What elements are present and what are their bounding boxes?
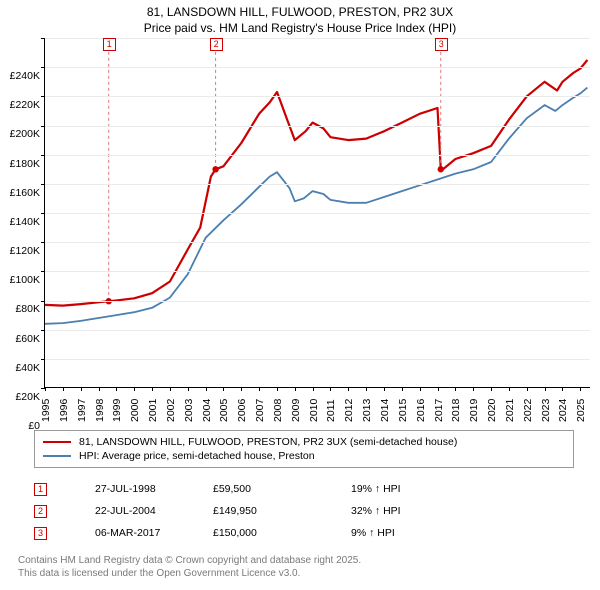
y-axis-label: £40K xyxy=(0,362,40,374)
chart-marker-1: 1 xyxy=(103,38,116,51)
event-marker-icon: 1 xyxy=(34,483,47,496)
legend: 81, LANSDOWN HILL, FULWOOD, PRESTON, PR2… xyxy=(34,430,574,468)
event-price: £150,000 xyxy=(213,527,343,539)
event-price: £59,500 xyxy=(213,483,343,495)
y-axis-label: £160K xyxy=(0,187,40,199)
footer-line-1: Contains HM Land Registry data © Crown c… xyxy=(18,554,361,567)
y-axis-label: £140K xyxy=(0,216,40,228)
y-axis-label: £60K xyxy=(0,333,40,345)
legend-item: HPI: Average price, semi-detached house,… xyxy=(43,449,565,463)
chart: 123 £0£20K£40K£60K£80K£100K£120K£140K£16… xyxy=(0,38,600,420)
y-axis-label: £200K xyxy=(0,128,40,140)
x-axis-label: 2017 xyxy=(433,399,445,422)
x-axis-label: 2019 xyxy=(468,399,480,422)
event-marker-icon: 3 xyxy=(34,527,47,540)
x-axis-label: 2007 xyxy=(254,399,266,422)
x-axis-label: 2002 xyxy=(165,399,177,422)
x-axis-label: 2012 xyxy=(343,399,355,422)
x-axis-label: 2014 xyxy=(379,399,391,422)
event-date: 06-MAR-2017 xyxy=(55,527,205,539)
x-axis-label: 2005 xyxy=(218,399,230,422)
event-marker-icon: 2 xyxy=(34,505,47,518)
event-date: 27-JUL-1998 xyxy=(55,483,205,495)
x-axis-label: 1997 xyxy=(76,399,88,422)
x-axis-label: 2009 xyxy=(290,399,302,422)
x-axis-label: 2016 xyxy=(415,399,427,422)
events-table: 1 27-JUL-1998 £59,500 19% ↑ HPI 2 22-JUL… xyxy=(34,478,471,544)
legend-swatch xyxy=(43,455,71,457)
event-delta: 32% ↑ HPI xyxy=(351,505,471,517)
legend-label: HPI: Average price, semi-detached house,… xyxy=(79,450,315,462)
x-axis-label: 2006 xyxy=(236,399,248,422)
title-line-2: Price paid vs. HM Land Registry's House … xyxy=(0,20,600,36)
legend-item: 81, LANSDOWN HILL, FULWOOD, PRESTON, PR2… xyxy=(43,435,565,449)
x-axis-label: 2020 xyxy=(486,399,498,422)
x-axis-label: 1998 xyxy=(94,399,106,422)
y-axis-label: £100K xyxy=(0,274,40,286)
x-axis-label: 2021 xyxy=(504,399,516,422)
x-axis-label: 1995 xyxy=(40,399,52,422)
x-axis-label: 2003 xyxy=(183,399,195,422)
y-axis-label: £120K xyxy=(0,245,40,257)
chart-marker-2: 2 xyxy=(210,38,223,51)
x-axis-label: 2018 xyxy=(450,399,462,422)
chart-title-block: 81, LANSDOWN HILL, FULWOOD, PRESTON, PR2… xyxy=(0,0,600,36)
chart-marker-3: 3 xyxy=(435,38,448,51)
x-axis-label: 2024 xyxy=(557,399,569,422)
x-axis-label: 1999 xyxy=(111,399,123,422)
y-axis-label: £20K xyxy=(0,391,40,403)
event-date: 22-JUL-2004 xyxy=(55,505,205,517)
x-axis-label: 2000 xyxy=(129,399,141,422)
x-axis-label: 1996 xyxy=(58,399,70,422)
x-axis-label: 2001 xyxy=(147,399,159,422)
footer: Contains HM Land Registry data © Crown c… xyxy=(18,554,361,580)
legend-swatch xyxy=(43,441,71,443)
event-delta: 19% ↑ HPI xyxy=(351,483,471,495)
event-row: 2 22-JUL-2004 £149,950 32% ↑ HPI xyxy=(34,500,471,522)
event-price: £149,950 xyxy=(213,505,343,517)
x-axis-label: 2013 xyxy=(361,399,373,422)
plot-area: 1 2 3 xyxy=(44,38,590,388)
event-row: 3 06-MAR-2017 £150,000 9% ↑ HPI xyxy=(34,522,471,544)
y-axis-label: £80K xyxy=(0,303,40,315)
event-delta: 9% ↑ HPI xyxy=(351,527,471,539)
legend-label: 81, LANSDOWN HILL, FULWOOD, PRESTON, PR2… xyxy=(79,436,457,448)
x-axis-label: 2022 xyxy=(522,399,534,422)
x-axis-label: 2025 xyxy=(575,399,587,422)
x-axis-label: 2011 xyxy=(325,399,337,422)
y-axis-label: £180K xyxy=(0,158,40,170)
title-line-1: 81, LANSDOWN HILL, FULWOOD, PRESTON, PR2… xyxy=(0,4,600,20)
y-axis-label: £240K xyxy=(0,70,40,82)
footer-line-2: This data is licensed under the Open Gov… xyxy=(18,567,361,580)
y-axis-label: £220K xyxy=(0,99,40,111)
x-axis-label: 2015 xyxy=(397,399,409,422)
x-axis-label: 2008 xyxy=(272,399,284,422)
x-axis-label: 2023 xyxy=(540,399,552,422)
event-row: 1 27-JUL-1998 £59,500 19% ↑ HPI xyxy=(34,478,471,500)
x-axis-label: 2010 xyxy=(308,399,320,422)
x-axis-label: 2004 xyxy=(201,399,213,422)
